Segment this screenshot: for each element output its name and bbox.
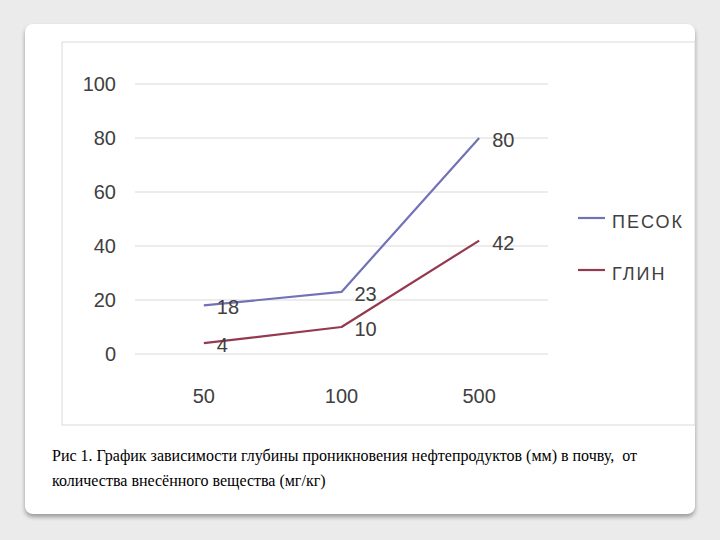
legend-label: ПЕСОК — [612, 212, 684, 232]
legend-label: ГЛИН — [612, 264, 667, 284]
y-tick-label: 40 — [94, 235, 116, 257]
legend-swatch — [578, 217, 605, 219]
y-tick-label: 0 — [105, 343, 116, 365]
series-line — [204, 241, 479, 344]
data-label: 18 — [217, 296, 239, 318]
data-label: 4 — [217, 334, 228, 356]
chart-area — [62, 42, 695, 425]
y-tick-label: 20 — [94, 289, 116, 311]
grid-line — [135, 246, 548, 247]
grid-line — [135, 192, 548, 193]
series-line — [204, 138, 479, 305]
plot-marks — [204, 138, 479, 343]
data-label: 10 — [355, 318, 377, 340]
grid-line — [135, 354, 548, 355]
x-tick-label: 500 — [462, 385, 495, 407]
data-label: 23 — [355, 283, 377, 305]
grid-line — [135, 300, 548, 301]
caption: Рис 1. График зависимости глубины проник… — [52, 443, 707, 493]
x-tick-label: 100 — [325, 385, 358, 407]
y-tick-label: 100 — [83, 73, 116, 95]
x-tick-label: 50 — [193, 385, 215, 407]
data-label: 80 — [492, 129, 514, 151]
y-tick-label: 60 — [94, 181, 116, 203]
grid-line — [135, 138, 548, 139]
data-label: 42 — [492, 232, 514, 254]
grid-line — [135, 84, 548, 85]
legend-swatch — [578, 269, 605, 271]
y-tick-label: 80 — [94, 127, 116, 149]
